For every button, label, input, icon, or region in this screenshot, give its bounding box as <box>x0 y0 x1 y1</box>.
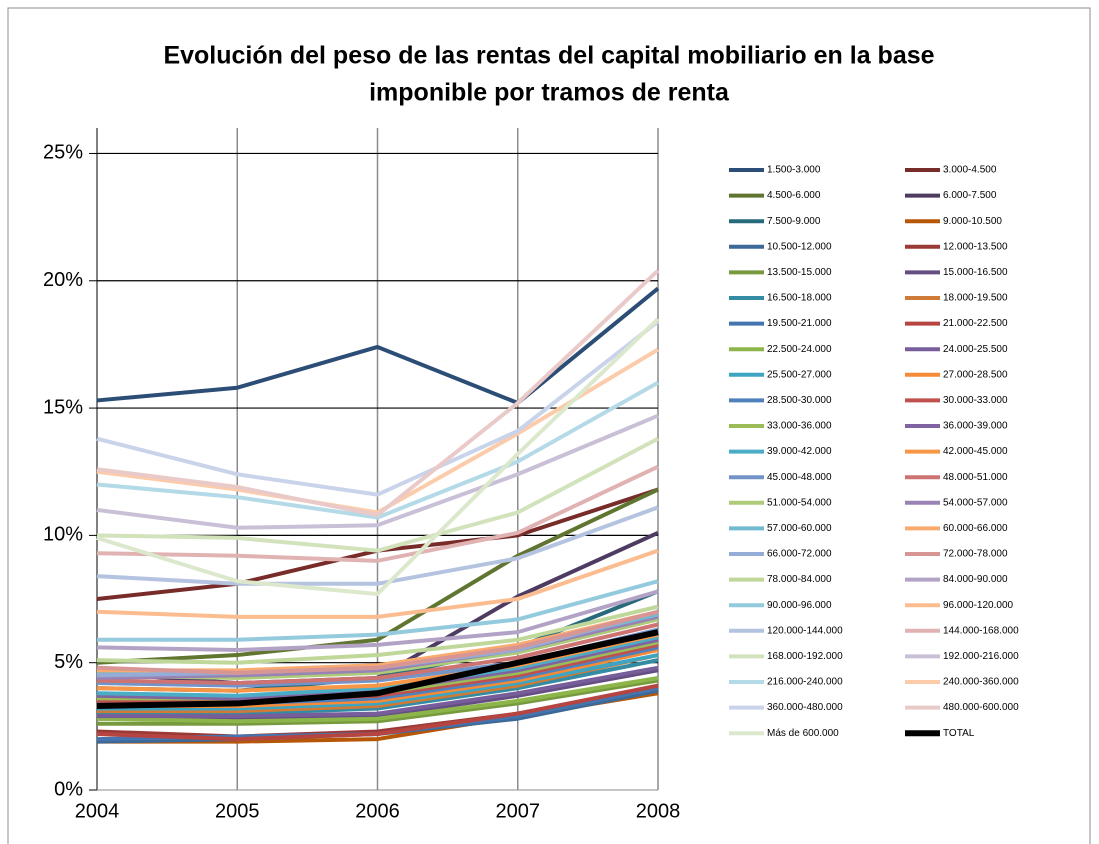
legend-label: 78.000-84.000 <box>767 574 832 585</box>
legend-label: 21.000-22.500 <box>943 318 1008 329</box>
legend-label: 144.000-168.000 <box>943 625 1019 636</box>
x-tick-label: 2005 <box>215 800 260 822</box>
series-line <box>96 609 659 675</box>
legend-label: 16.500-18.000 <box>767 293 832 304</box>
legend-label: 24.000-25.500 <box>943 344 1008 355</box>
series-line <box>96 604 659 665</box>
series-line <box>96 380 659 520</box>
legend-label: 25.500-27.000 <box>767 369 832 380</box>
chart-title: Evolución del peso de las rentas del cap… <box>163 42 934 70</box>
series-line <box>96 317 660 596</box>
legend-label: 45.000-48.000 <box>767 472 832 483</box>
legend-label: 1.500-3.000 <box>767 165 821 176</box>
legend-label: 39.000-42.000 <box>767 446 832 457</box>
legend-label: 6.000-7.500 <box>943 190 997 201</box>
series-line <box>96 589 659 652</box>
legend-label: 30.000-33.000 <box>943 395 1008 406</box>
series-line <box>97 658 659 716</box>
series-line <box>96 683 659 742</box>
y-tick-label: 10% <box>43 524 83 546</box>
legend-label: 12.000-13.500 <box>943 241 1008 252</box>
series-line <box>96 464 659 563</box>
legend-label: 27.000-28.500 <box>943 369 1008 380</box>
y-tick-label: 0% <box>54 778 83 800</box>
x-tick-label: 2004 <box>75 800 120 822</box>
series-line <box>97 665 659 719</box>
legend-label: 90.000-96.000 <box>767 600 832 611</box>
legend-label: 51.000-54.000 <box>767 497 832 508</box>
series-line <box>96 675 659 724</box>
series-line <box>96 413 659 530</box>
legend-label: 48.000-51.000 <box>943 472 1008 483</box>
legend-label: 84.000-90.000 <box>943 574 1008 585</box>
series-line <box>96 269 660 518</box>
series-line <box>96 436 659 553</box>
x-tick-label: 2006 <box>355 800 400 822</box>
y-tick-label: 20% <box>43 269 83 291</box>
series-line <box>96 319 660 497</box>
y-tick-label: 5% <box>54 651 83 673</box>
x-tick-label: 2007 <box>496 800 541 822</box>
legend-label: 3.000-4.500 <box>943 165 997 176</box>
legend-label: 19.500-21.000 <box>767 318 832 329</box>
series-line <box>96 622 659 686</box>
chart-title: imponible por tramos de renta <box>369 79 730 107</box>
legend-label: 168.000-192.000 <box>767 651 843 662</box>
series-line <box>96 286 660 405</box>
series-line <box>96 487 659 665</box>
series-line <box>96 629 659 709</box>
y-tick-label: 15% <box>43 396 83 418</box>
legend-label: 10.500-12.000 <box>767 241 832 252</box>
legend-label: 13.500-15.000 <box>767 267 832 278</box>
legend-label: 33.000-36.000 <box>767 421 832 432</box>
series-line <box>96 505 659 586</box>
legend-label: 216.000-240.000 <box>767 677 843 688</box>
legend-label: 192.000-216.000 <box>943 651 1019 662</box>
legend-label: 22.500-24.000 <box>767 344 832 355</box>
y-tick-label: 25% <box>43 142 83 164</box>
legend-label: 60.000-66.000 <box>943 523 1008 534</box>
legend-label: 28.500-30.000 <box>767 395 832 406</box>
series-line <box>96 548 659 619</box>
legend-label: 72.000-78.000 <box>943 549 1008 560</box>
legend-label: 96.000-120.000 <box>943 600 1014 611</box>
legend-label: 42.000-45.000 <box>943 446 1008 457</box>
series-line <box>97 678 659 726</box>
x-tick-label: 2008 <box>636 800 681 822</box>
legend-label: Más de 600.000 <box>767 728 839 739</box>
legend-label: 480.000-600.000 <box>943 702 1019 713</box>
series-line <box>97 579 659 642</box>
legend-label: 360.000-480.000 <box>767 702 843 713</box>
legend-label: 4.500-6.000 <box>767 190 821 201</box>
legend-label: 9.000-10.500 <box>943 216 1002 227</box>
legend-label: 18.000-19.500 <box>943 293 1008 304</box>
legend-label: 57.000-60.000 <box>767 523 832 534</box>
legend-label: TOTAL <box>943 728 975 739</box>
series-line <box>96 635 659 698</box>
legend-label: 66.000-72.000 <box>767 549 832 560</box>
legend-label: 15.000-16.500 <box>943 267 1008 278</box>
legend-label: 54.000-57.000 <box>943 497 1008 508</box>
legend-label: 36.000-39.000 <box>943 421 1008 432</box>
legend-label: 120.000-144.000 <box>767 625 843 636</box>
legend-label: 7.500-9.000 <box>767 216 821 227</box>
series-line <box>97 653 659 711</box>
legend-label: 240.000-360.000 <box>943 677 1019 688</box>
